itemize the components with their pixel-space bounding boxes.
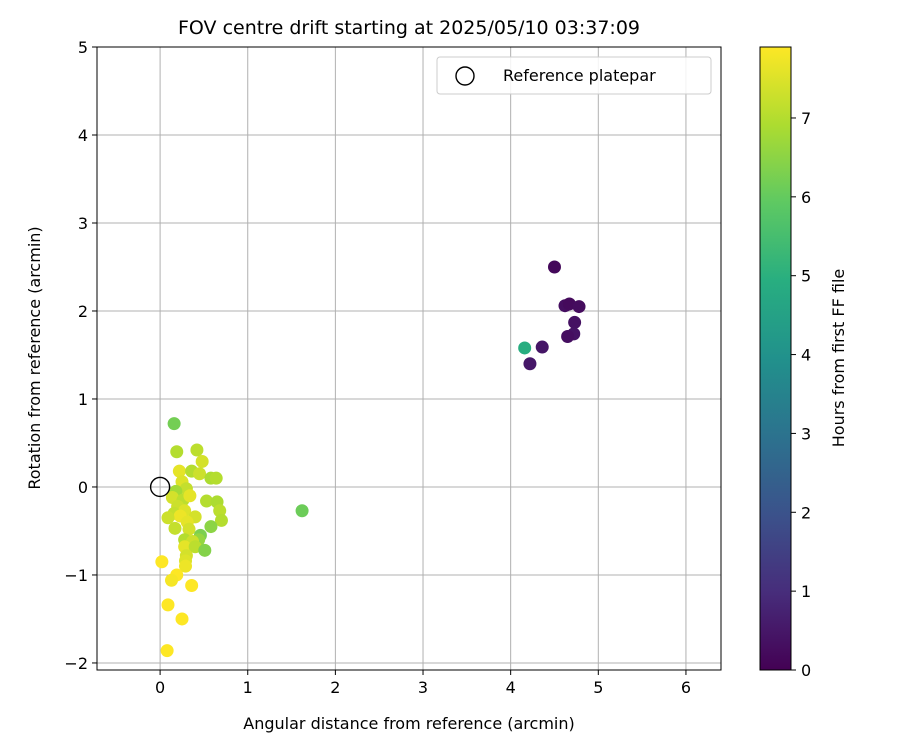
data-point [209, 471, 223, 485]
legend: Reference platepar [436, 56, 712, 95]
reference-platepar-marker [149, 476, 171, 498]
colorbar-tick-label: 6 [801, 188, 811, 207]
y-tick-label: −2 [64, 654, 88, 673]
y-axis-ticks: −2 −1 0 1 2 3 4 5 [64, 38, 97, 673]
x-tick-label: 5 [593, 678, 603, 697]
data-point [175, 612, 189, 626]
y-tick-label: 1 [78, 390, 88, 409]
y-tick-label: 3 [78, 214, 88, 233]
data-point [179, 559, 193, 573]
x-tick-label: 4 [506, 678, 516, 697]
colorbar-tick-label: 0 [801, 661, 811, 680]
colorbar-ticks: 0 1 2 3 4 5 6 7 [791, 109, 811, 680]
colorbar-tick-label: 5 [801, 267, 811, 286]
data-point [518, 341, 532, 355]
data-point [185, 579, 199, 593]
data-point [167, 417, 181, 431]
x-tick-label: 1 [243, 678, 253, 697]
data-point [568, 315, 582, 329]
data-point [183, 489, 197, 503]
data-point [164, 573, 178, 587]
x-axis-ticks: 0 1 2 3 4 5 6 [155, 670, 691, 697]
colorbar-tick-label: 4 [801, 346, 811, 365]
data-point [160, 644, 174, 658]
colorbar-tick-label: 2 [801, 503, 811, 522]
y-tick-label: 0 [78, 478, 88, 497]
data-point [168, 521, 182, 535]
legend-box [436, 56, 712, 95]
legend-label: Reference platepar [503, 66, 656, 85]
y-tick-label: 2 [78, 302, 88, 321]
colorbar-tick-label: 3 [801, 424, 811, 443]
grid-lines [97, 46, 721, 670]
data-point [172, 464, 186, 478]
colorbar-label: Hours from first FF file [829, 269, 848, 448]
y-tick-label: −1 [64, 566, 88, 585]
colorbar-tick-label: 1 [801, 582, 811, 601]
data-point [170, 445, 184, 459]
colorbar-gradient [759, 46, 792, 671]
x-tick-label: 2 [330, 678, 340, 697]
data-points [155, 260, 586, 658]
colorbar: 0 1 2 3 4 5 6 7 Hours from first FF file [759, 46, 848, 680]
x-axis-label: Angular distance from reference (arcmin) [243, 714, 574, 733]
data-point [572, 300, 586, 314]
x-tick-label: 0 [155, 678, 165, 697]
data-point [213, 504, 227, 518]
data-point [204, 520, 218, 534]
y-tick-label: 4 [78, 126, 88, 145]
chart-title: FOV centre drift starting at 2025/05/10 … [178, 17, 640, 39]
data-point [155, 555, 169, 569]
data-point [214, 513, 228, 527]
data-point [195, 454, 209, 468]
colorbar-tick-label: 7 [801, 109, 811, 128]
data-point [200, 494, 214, 508]
data-point [535, 340, 549, 354]
data-point [547, 260, 561, 274]
legend-marker-open-circle [455, 66, 475, 86]
data-point [295, 504, 309, 518]
x-tick-label: 6 [681, 678, 691, 697]
data-point [161, 511, 175, 525]
data-point [193, 467, 207, 481]
y-tick-label: 5 [78, 38, 88, 57]
data-point [198, 543, 212, 557]
data-point [190, 443, 204, 457]
x-tick-label: 3 [418, 678, 428, 697]
data-point [561, 330, 575, 344]
data-point [182, 522, 196, 536]
y-axis-label: Rotation from reference (arcmin) [25, 226, 44, 489]
plot-frame [96, 46, 722, 671]
data-point [523, 357, 537, 371]
data-point [161, 598, 175, 612]
